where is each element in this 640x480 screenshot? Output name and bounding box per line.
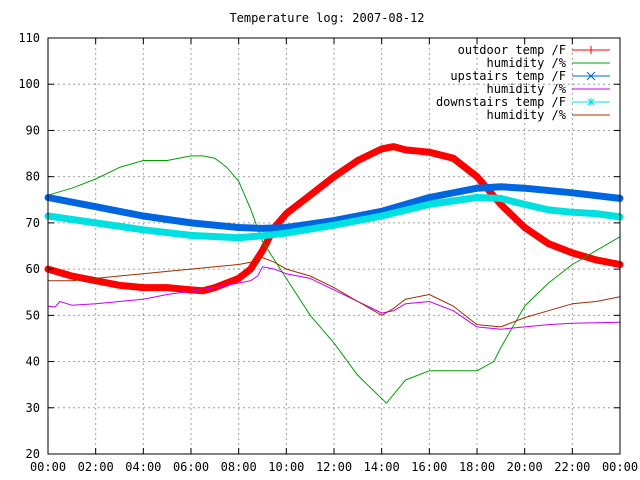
x-tick-label: 00:00 — [602, 460, 638, 474]
y-tick-label: 50 — [26, 308, 40, 322]
y-tick-label: 60 — [26, 262, 40, 276]
legend-label: humidity /% — [487, 56, 567, 70]
legend-marker — [586, 71, 596, 81]
x-tick-label: 04:00 — [125, 460, 161, 474]
legend-marker — [587, 46, 595, 54]
axis-ticks: 20 30 40 50 60 70 80 90 100 110 00:00 02:00 04:00 06:… — [18, 31, 638, 474]
series-line-2 — [47, 155, 621, 404]
x-tick-label: 10:00 — [268, 460, 304, 474]
x-tick-label: 20:00 — [507, 460, 543, 474]
x-tick-label: 00:00 — [30, 460, 66, 474]
series-line-6 — [47, 257, 621, 328]
legend-label: upstairs temp /F — [450, 69, 566, 83]
x-tick-label: 12:00 — [316, 460, 352, 474]
x-tick-label: 08:00 — [221, 460, 257, 474]
legend-label: humidity /% — [487, 82, 567, 96]
legend-label: outdoor temp /F — [458, 43, 566, 57]
legend-label: humidity /% — [487, 108, 567, 122]
series-line-5 — [44, 194, 624, 242]
chart-title: Temperature log: 2007-08-12 — [229, 11, 424, 25]
x-tick-label: 18:00 — [459, 460, 495, 474]
x-tick-label: 06:00 — [173, 460, 209, 474]
y-tick-label: 80 — [26, 170, 40, 184]
series-line-3 — [44, 183, 624, 232]
y-tick-label: 90 — [26, 123, 40, 137]
y-tick-label: 40 — [26, 355, 40, 369]
series-line-4 — [47, 266, 621, 330]
legend-marker — [587, 98, 595, 106]
y-tick-label: 100 — [18, 77, 40, 91]
grid-lines — [48, 38, 620, 454]
legend-label: downstairs temp /F — [436, 95, 566, 109]
y-tick-label: 30 — [26, 401, 40, 415]
y-tick-label: 20 — [26, 447, 40, 461]
series-line-1 — [44, 143, 624, 295]
series-layer — [44, 143, 624, 404]
x-tick-label: 14:00 — [364, 460, 400, 474]
x-tick-label: 02:00 — [78, 460, 114, 474]
x-tick-label: 22:00 — [554, 460, 590, 474]
x-tick-label: 16:00 — [411, 460, 447, 474]
y-tick-label: 70 — [26, 216, 40, 230]
y-tick-label: 110 — [18, 31, 40, 45]
